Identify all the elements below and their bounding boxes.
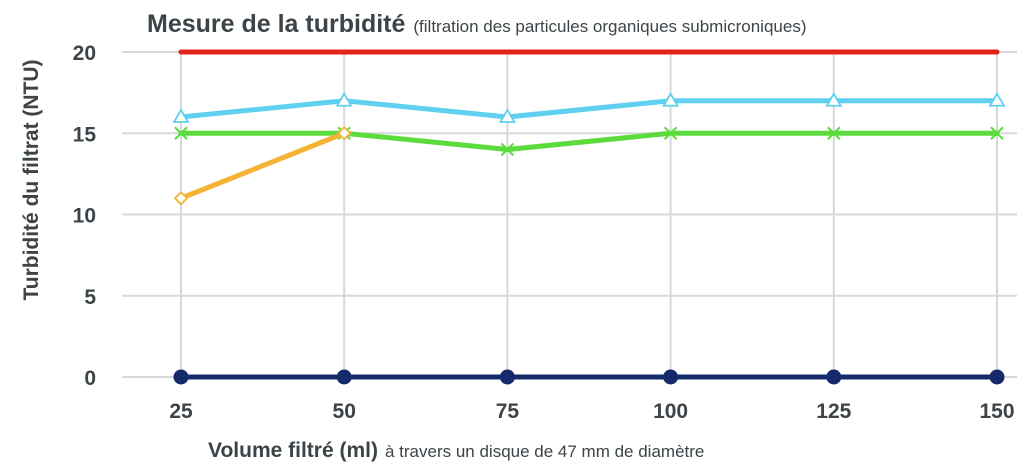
data-point bbox=[663, 126, 678, 140]
series-line bbox=[178, 98, 1000, 120]
series-2 bbox=[174, 126, 1004, 157]
chart-subtitle: (filtration des particules organiques su… bbox=[413, 17, 806, 36]
y-tick-label: 15 bbox=[73, 123, 97, 146]
x-tick-labels: 25 50 75 100 125 150 bbox=[169, 400, 1014, 423]
data-point bbox=[662, 91, 680, 107]
x-tick-label: 125 bbox=[816, 400, 851, 423]
data-point bbox=[335, 91, 353, 107]
y-axis-label: Turbidité du filtrat (NTU) bbox=[20, 59, 43, 300]
x-axis-label: Volume filtré (ml) bbox=[208, 439, 378, 462]
y-tick-label: 10 bbox=[73, 205, 96, 228]
y-tick-labels: 0 5 10 15 20 bbox=[73, 42, 97, 390]
data-point bbox=[172, 108, 190, 123]
chart-title-line: Mesure de la turbidité (filtration des pa… bbox=[147, 10, 806, 38]
data-point bbox=[827, 126, 841, 140]
data-point bbox=[826, 369, 842, 385]
chart-title: Mesure de la turbidité bbox=[147, 10, 405, 38]
data-point bbox=[173, 190, 189, 206]
data-point bbox=[663, 369, 679, 385]
data-point bbox=[500, 142, 515, 157]
data-point bbox=[988, 91, 1006, 107]
x-tick-label: 150 bbox=[979, 400, 1014, 423]
x-axis-label-line: Volume filtré (ml) à travers un disque de… bbox=[208, 439, 704, 462]
data-point bbox=[173, 369, 189, 385]
x-tick-label: 25 bbox=[169, 400, 193, 423]
x-tick-label: 50 bbox=[333, 400, 356, 423]
data-point bbox=[499, 369, 515, 385]
x-tick-label: 75 bbox=[496, 400, 520, 423]
data-point bbox=[990, 126, 1004, 140]
y-tick-label: 0 bbox=[84, 367, 96, 390]
series-4 bbox=[173, 369, 1005, 385]
series-1 bbox=[172, 91, 1006, 123]
data-point bbox=[174, 126, 188, 140]
series-line bbox=[178, 130, 1000, 152]
x-axis-label-note: à travers un disque de 47 mm de diamètre bbox=[385, 442, 704, 461]
data-point bbox=[498, 108, 516, 123]
series-3 bbox=[173, 125, 352, 206]
data-point bbox=[989, 369, 1005, 385]
series bbox=[172, 49, 1006, 385]
series-line bbox=[178, 130, 347, 201]
y-tick-label: 20 bbox=[73, 42, 96, 65]
y-tick-label: 5 bbox=[84, 286, 96, 309]
data-point bbox=[336, 369, 352, 385]
x-tick-label: 100 bbox=[653, 400, 688, 423]
data-point bbox=[336, 125, 352, 141]
data-point bbox=[825, 91, 843, 107]
